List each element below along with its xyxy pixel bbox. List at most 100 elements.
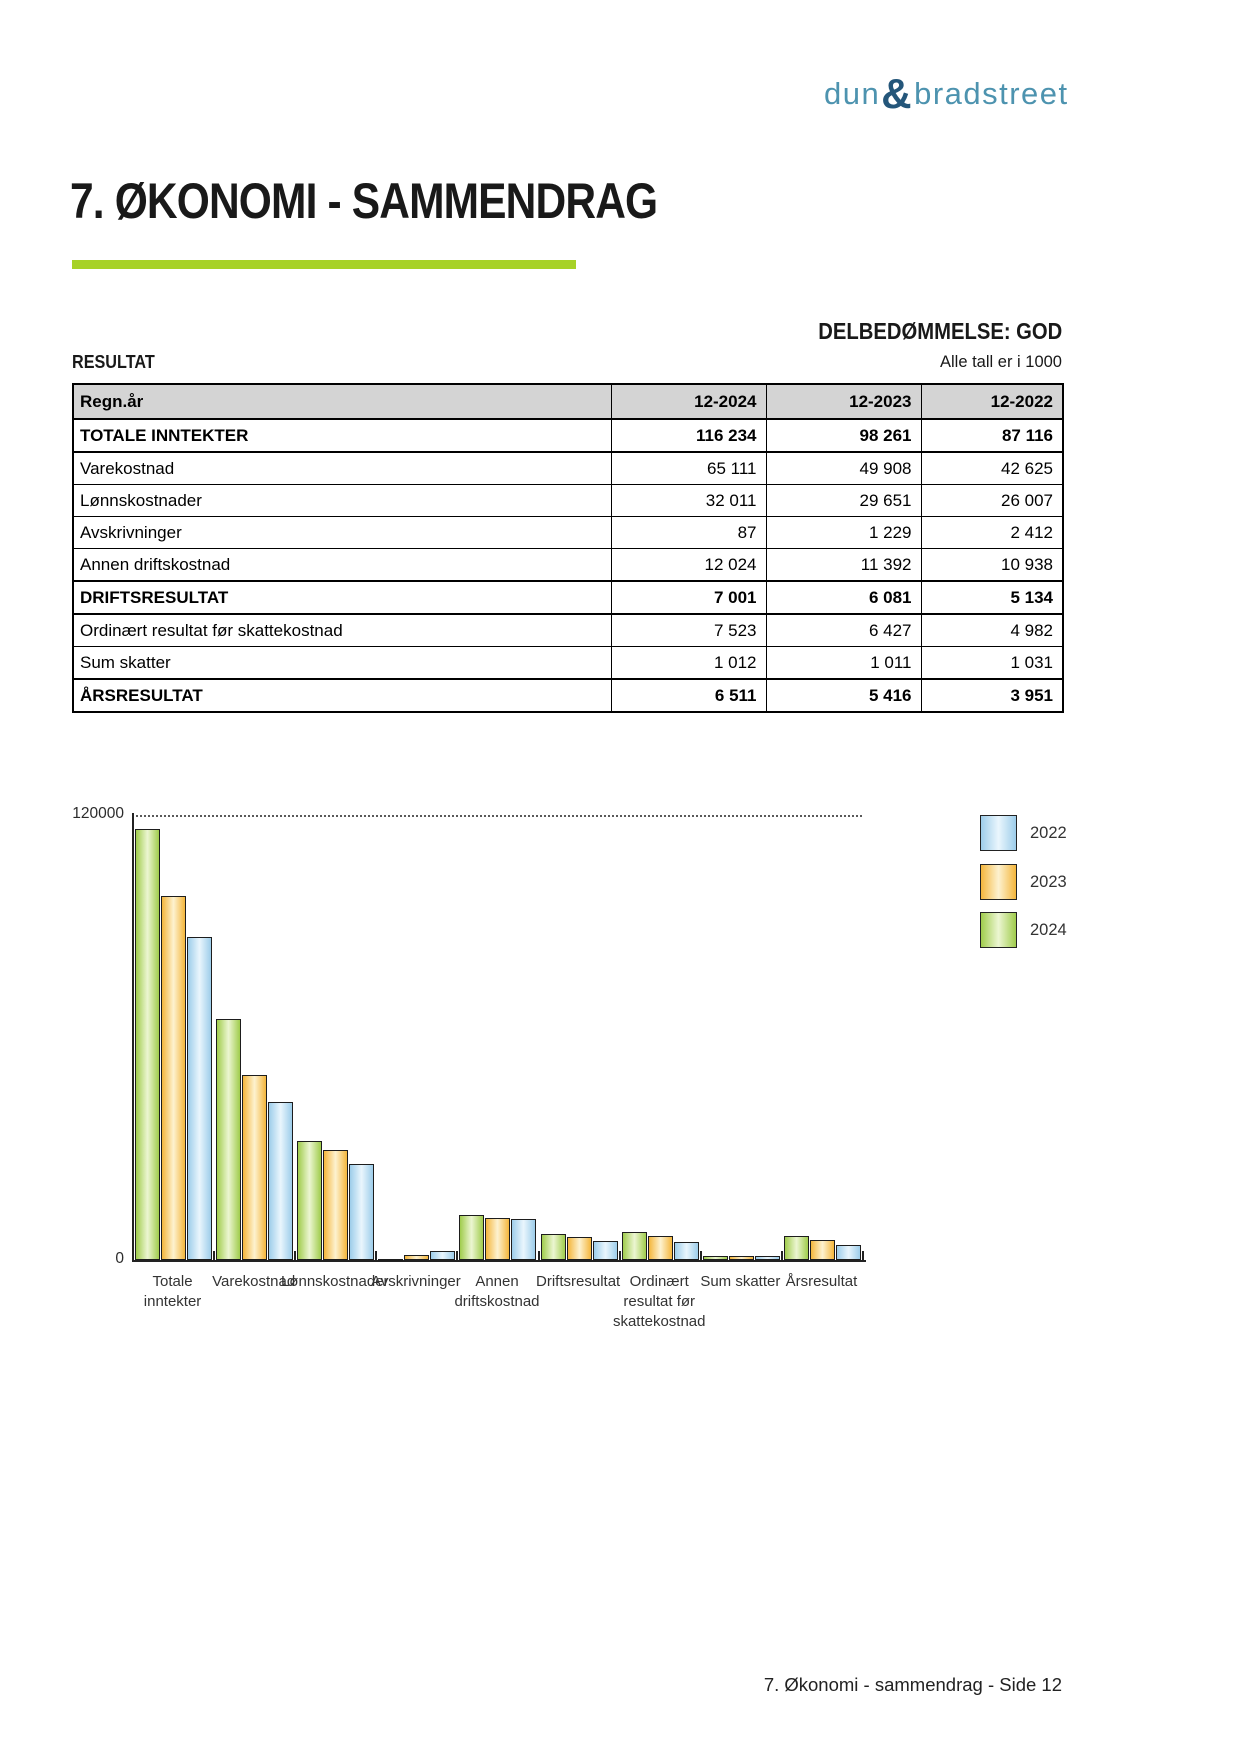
row-value: 29 651 [765, 484, 922, 517]
x-axis-tick [375, 1251, 378, 1260]
bar-2024-5 [459, 1215, 485, 1260]
row-value: 5 134 [920, 580, 1064, 615]
row-value: 7 523 [610, 613, 767, 647]
bar-2022-7 [673, 1241, 699, 1260]
row-label: Sum skatter [72, 646, 612, 680]
bar-2022-4 [430, 1251, 456, 1260]
bar-2022-9 [835, 1245, 861, 1260]
x-axis-tick [294, 1251, 297, 1260]
table-row: Sum skatter 1 012 1 011 1 031 [72, 646, 1064, 680]
row-value: 2 412 [920, 516, 1064, 549]
y-axis-tick-label-zero: 0 [115, 1250, 124, 1267]
bar-2023-6 [566, 1237, 592, 1260]
legend-label-2023: 2023 [1030, 872, 1067, 891]
bar-2024-8 [702, 1256, 728, 1260]
category-label: Avskrivninger [354, 1272, 478, 1292]
results-table-header: Regn.år 12-2024 12-2023 12-2022 [72, 383, 1064, 420]
bar-2023-2 [242, 1074, 268, 1260]
row-value: 7 001 [610, 580, 767, 615]
category-label-line: resultat før [623, 1293, 696, 1310]
column-header: 12-2022 [920, 383, 1064, 420]
gridline-120000 [132, 815, 862, 817]
bar-2022-8 [754, 1256, 780, 1260]
legend-swatch-2022 [980, 815, 1017, 851]
category-label-line: inntekter [143, 1293, 202, 1310]
x-axis-tick [456, 1251, 459, 1260]
row-value: 12 024 [610, 548, 767, 582]
bar-2022-2 [268, 1101, 294, 1260]
results-table: Regn.år 12-2024 12-2023 12-2022 TOTALE INNT… [72, 383, 1064, 713]
row-value: 10 938 [920, 548, 1064, 582]
logo-ampersand-icon: & [881, 70, 914, 117]
category-label: Årsresultat [759, 1272, 883, 1292]
bar-2024-1 [135, 828, 160, 1260]
table-row: ÅRSRESULTAT 6 511 5 416 3 951 [72, 678, 1064, 713]
row-value: 1 011 [765, 646, 922, 680]
category-label: Driftsresultat [516, 1272, 640, 1292]
category-label-line: Ordinært [629, 1273, 689, 1290]
bar-2024-9 [783, 1235, 809, 1260]
row-value: 87 [610, 516, 767, 549]
category-label-line: driftskostnad [454, 1293, 540, 1310]
bar-2023-7 [647, 1236, 673, 1260]
table-row: Lønnskostnader 32 011 29 651 26 007 [72, 484, 1064, 517]
category-label: Annen driftskostnad [435, 1272, 559, 1312]
category-label-line: Avskrivninger [370, 1273, 461, 1290]
category-label-line: Årsresultat [785, 1273, 858, 1290]
row-value: 32 011 [610, 484, 767, 517]
bar-2023-5 [485, 1217, 511, 1260]
category-label-line: Varekostnad [212, 1273, 296, 1290]
row-value: 3 951 [920, 678, 1064, 713]
category-label: Sum skatter [678, 1272, 802, 1292]
category-label: Varekostnad [192, 1272, 316, 1292]
x-axis-tick [213, 1251, 216, 1260]
column-header: 12-2024 [610, 383, 767, 420]
bar-2022-6 [592, 1240, 618, 1260]
row-value: 6 081 [765, 580, 922, 615]
category-label-line: Sum skatter [700, 1273, 781, 1290]
row-value: 26 007 [920, 484, 1064, 517]
row-value: 5 416 [765, 678, 922, 713]
row-label: Avskrivninger [72, 516, 612, 549]
table-row: Avskrivninger 87 1 229 2 412 [72, 516, 1064, 549]
x-axis-tick [862, 1251, 864, 1260]
category-label: Ordinært resultat før skattekostnad [597, 1272, 721, 1332]
row-value: 1 031 [920, 646, 1064, 680]
title-accent-rule [72, 260, 576, 269]
row-label: Varekostnad [72, 451, 612, 485]
category-label-line: Totale [152, 1273, 193, 1290]
y-axis-line [132, 813, 134, 1262]
table-row: TOTALE INNTEKTER 116 234 98 261 87 116 [72, 418, 1064, 453]
assessment-label: DELBEDØMMELSE: GOD [817, 318, 1062, 344]
page-footer: 7. Økonomi - sammendrag - Side 12 [763, 1674, 1062, 1695]
page-title: 7. ØKONOMI - SAMMENDRAG [70, 173, 658, 229]
category-label-line: Lønnskostnader [280, 1273, 389, 1290]
column-header: 12-2023 [765, 383, 922, 420]
legend-label-2024: 2024 [1030, 921, 1067, 939]
row-value: 116 234 [610, 418, 767, 453]
bar-2024-6 [540, 1234, 566, 1260]
table-row: Annen driftskostnad 12 024 11 392 10 938 [72, 548, 1064, 582]
row-value: 87 116 [920, 418, 1064, 453]
section-label-resultat: RESULTAT [72, 352, 155, 372]
row-label: TOTALE INNTEKTER [72, 418, 612, 453]
bar-2023-4 [404, 1255, 430, 1260]
bar-chart: 120000 0 Totale inntekter Varekostnad Lønnsko… [0, 782, 1241, 1362]
table-row: Varekostnad 65 111 49 908 42 625 [72, 451, 1064, 485]
x-axis-tick [537, 1251, 540, 1260]
category-label-line: Annen [475, 1273, 519, 1290]
y-axis-tick-label-max: 120000 [72, 805, 124, 822]
bar-2023-1 [161, 895, 186, 1260]
bar-2024-3 [297, 1141, 323, 1260]
category-label: Lønnskostnader [273, 1272, 397, 1292]
category-label-line: Driftsresultat [536, 1273, 621, 1290]
x-axis-tick [618, 1251, 621, 1260]
row-value: 98 261 [765, 418, 922, 453]
bar-2024-4 [378, 1258, 404, 1261]
row-value: 1 229 [765, 516, 922, 549]
bar-2022-1 [187, 936, 212, 1260]
column-header: Regn.år [72, 383, 612, 420]
bar-2023-9 [809, 1239, 835, 1260]
legend-label-2022: 2022 [1030, 824, 1067, 842]
